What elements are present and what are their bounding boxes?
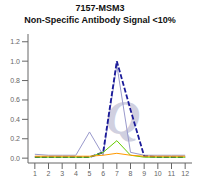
html-text:Non-Specific Antibody Signal <: Non-Specific Antibody Signal <10% — [24, 15, 176, 25]
svg-text:2: 2 — [47, 170, 51, 177]
html-text:7157-MSM3: 7157-MSM3 — [75, 3, 125, 13]
svg-text:3: 3 — [60, 170, 64, 177]
svg-text:0.0: 0.0 — [10, 155, 20, 162]
svg-text:6: 6 — [101, 170, 105, 177]
svg-text:0.4: 0.4 — [10, 116, 20, 123]
svg-text:7: 7 — [115, 170, 119, 177]
svg-text:4: 4 — [74, 170, 78, 177]
svg-text:0.6: 0.6 — [10, 96, 20, 103]
svg-text:11: 11 — [168, 170, 175, 177]
html-text:Q: Q — [105, 90, 141, 144]
svg-text:10: 10 — [154, 170, 162, 177]
svg-text:9: 9 — [142, 170, 146, 177]
svg-text:1: 1 — [33, 170, 37, 177]
svg-text:0.8: 0.8 — [10, 77, 20, 84]
svg-text:12: 12 — [181, 170, 189, 177]
svg-text:1.2: 1.2 — [10, 38, 20, 45]
svg-text:8: 8 — [129, 170, 133, 177]
svg-text:0.2: 0.2 — [10, 135, 20, 142]
svg-text:5: 5 — [88, 170, 92, 177]
svg-text:1.0: 1.0 — [10, 58, 20, 65]
